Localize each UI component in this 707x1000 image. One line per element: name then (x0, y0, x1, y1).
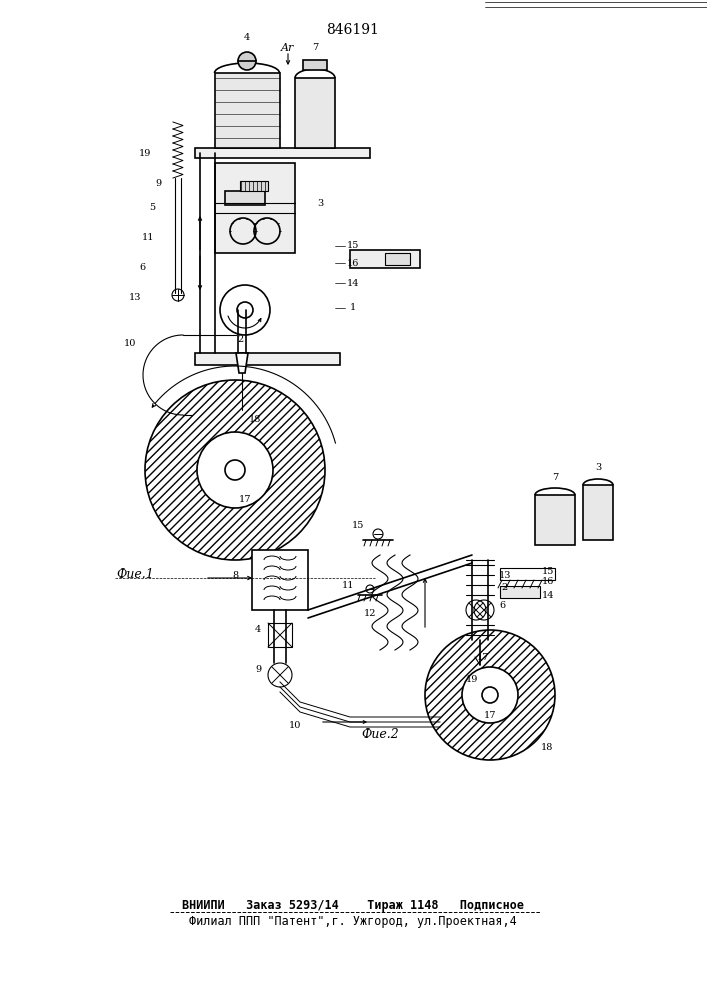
Bar (240, 181, 268, 191)
Text: 17: 17 (477, 654, 489, 662)
Text: 15: 15 (542, 568, 554, 576)
Text: Фие.1: Фие.1 (116, 568, 154, 582)
Text: 15: 15 (352, 520, 364, 530)
Text: 10: 10 (289, 720, 301, 730)
Bar (252, 550, 308, 610)
Text: 7: 7 (312, 43, 318, 52)
Bar (500, 586, 540, 598)
Circle shape (238, 52, 256, 70)
Text: 18: 18 (249, 416, 261, 424)
Circle shape (225, 460, 245, 480)
Text: 11: 11 (341, 580, 354, 589)
Bar (385, 253, 410, 265)
Circle shape (145, 380, 325, 560)
Bar (195, 353, 340, 365)
Text: 17: 17 (484, 710, 496, 720)
Text: 13: 13 (498, 570, 511, 580)
Text: 14: 14 (542, 590, 554, 599)
Bar (215, 73, 280, 148)
Text: 7: 7 (552, 473, 558, 482)
Bar (225, 191, 265, 205)
Text: 2: 2 (502, 584, 508, 592)
Text: 16: 16 (347, 258, 359, 267)
Text: Фие.2: Фие.2 (361, 728, 399, 742)
Text: 6: 6 (499, 600, 505, 609)
Bar (195, 148, 370, 158)
Text: 10: 10 (124, 338, 136, 348)
Bar (268, 623, 292, 647)
Text: 19: 19 (466, 676, 478, 684)
Text: 6: 6 (139, 263, 145, 272)
Text: 8: 8 (232, 570, 238, 580)
Text: 4: 4 (244, 33, 250, 42)
Bar (535, 495, 575, 545)
Text: 5: 5 (149, 204, 155, 213)
Text: 12: 12 (363, 609, 376, 618)
Text: 4: 4 (255, 626, 261, 635)
Text: 1: 1 (350, 304, 356, 312)
Bar (295, 78, 335, 148)
Text: 15: 15 (347, 241, 359, 250)
Polygon shape (236, 353, 248, 373)
Text: 2: 2 (238, 336, 244, 344)
Bar (303, 60, 327, 70)
Text: Ar: Ar (281, 43, 295, 53)
Circle shape (197, 432, 273, 508)
Circle shape (268, 663, 292, 687)
Text: 846191: 846191 (327, 23, 380, 37)
Circle shape (425, 630, 555, 760)
Text: 9: 9 (255, 666, 261, 674)
Text: 3: 3 (317, 198, 323, 208)
Text: 11: 11 (141, 233, 154, 242)
Text: 13: 13 (129, 294, 141, 302)
Text: ВНИИПИ   Заказ 5293/14    Тираж 1148   Подписное: ВНИИПИ Заказ 5293/14 Тираж 1148 Подписно… (182, 898, 524, 912)
Circle shape (172, 289, 184, 301)
Circle shape (366, 585, 374, 593)
Circle shape (462, 667, 518, 723)
Text: 19: 19 (139, 148, 151, 157)
Bar (350, 250, 420, 268)
Circle shape (373, 529, 383, 539)
Bar (215, 163, 295, 253)
Text: Филиал ППП "Патент",г. Ужгород, ул.Проектная,4: Филиал ППП "Патент",г. Ужгород, ул.Проек… (189, 916, 517, 928)
Text: 14: 14 (346, 278, 359, 288)
Text: 9: 9 (155, 178, 161, 188)
Bar (500, 568, 555, 580)
Text: 3: 3 (595, 462, 601, 472)
Text: 17: 17 (239, 495, 251, 504)
Bar (583, 485, 613, 540)
Text: 18: 18 (541, 744, 553, 752)
Text: 16: 16 (542, 578, 554, 586)
